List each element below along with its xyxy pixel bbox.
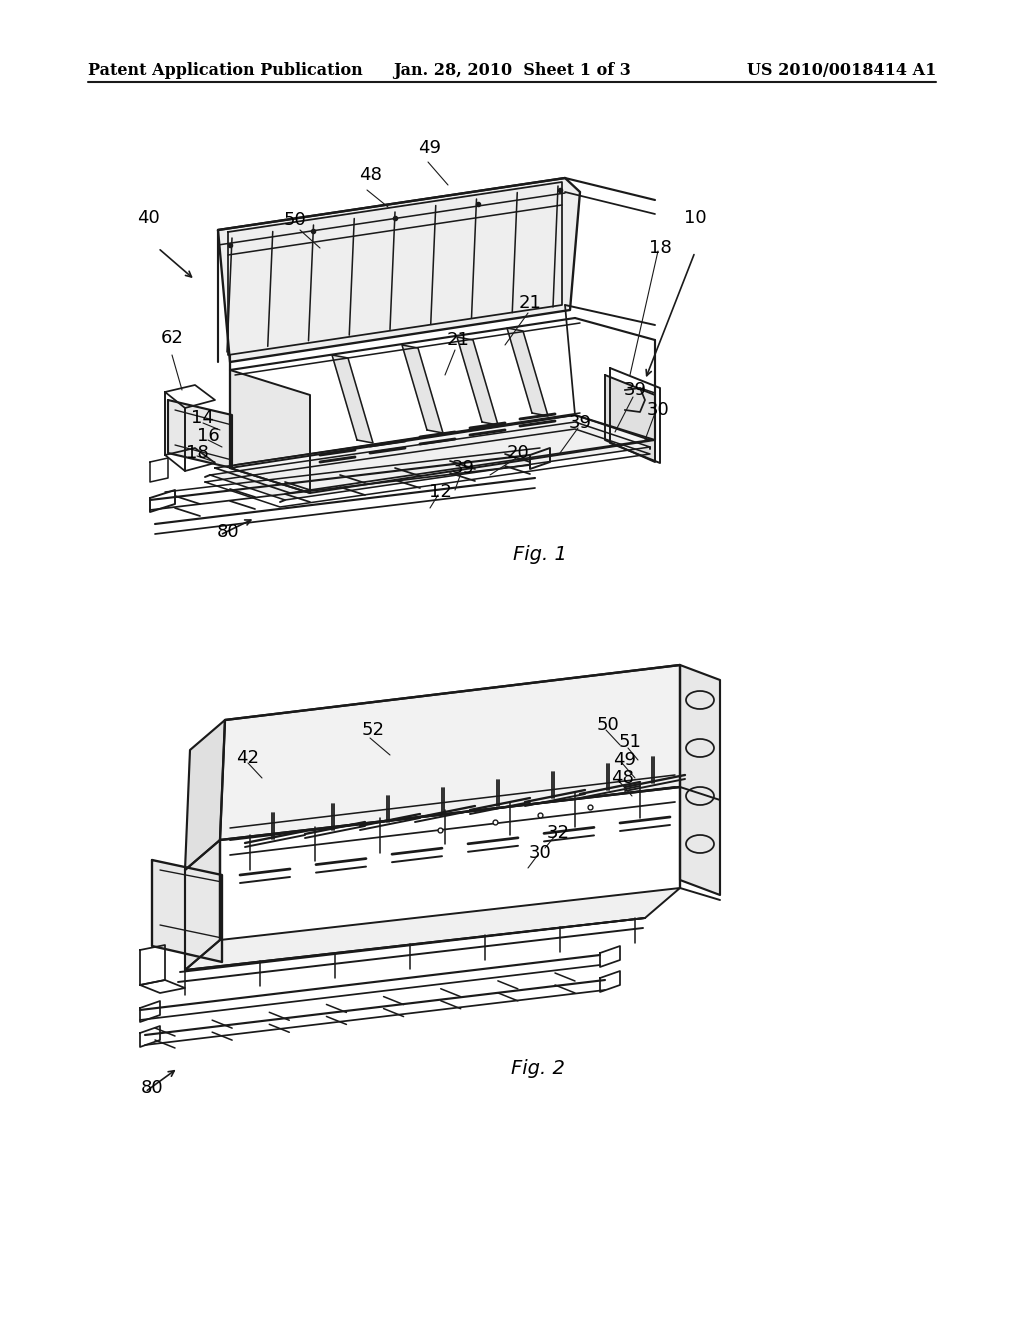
Polygon shape: [218, 178, 580, 362]
Text: 32: 32: [547, 824, 569, 842]
Polygon shape: [220, 665, 680, 840]
Text: 80: 80: [217, 523, 240, 541]
Polygon shape: [152, 861, 222, 962]
Text: 50: 50: [597, 715, 620, 734]
Text: 30: 30: [646, 401, 670, 418]
Text: Patent Application Publication: Patent Application Publication: [88, 62, 362, 79]
Text: 39: 39: [568, 414, 592, 432]
Polygon shape: [185, 840, 220, 970]
Polygon shape: [680, 665, 720, 895]
Text: Jan. 28, 2010  Sheet 1 of 3: Jan. 28, 2010 Sheet 1 of 3: [393, 62, 631, 79]
Text: 40: 40: [136, 209, 160, 227]
Text: Fig. 1: Fig. 1: [513, 545, 567, 565]
Polygon shape: [210, 422, 650, 500]
Text: 48: 48: [358, 166, 381, 183]
Text: 42: 42: [237, 748, 259, 767]
Text: 14: 14: [190, 409, 213, 426]
Polygon shape: [507, 327, 548, 416]
Text: US 2010/0018414 A1: US 2010/0018414 A1: [746, 62, 936, 79]
Text: 20: 20: [507, 444, 529, 462]
Text: 39: 39: [624, 381, 646, 399]
Text: 39: 39: [452, 459, 474, 477]
Text: 48: 48: [610, 770, 634, 787]
Text: 80: 80: [140, 1078, 163, 1097]
Text: 49: 49: [613, 751, 637, 770]
Polygon shape: [332, 355, 373, 444]
Text: 30: 30: [528, 843, 551, 862]
Polygon shape: [185, 719, 225, 870]
Polygon shape: [230, 370, 310, 492]
Polygon shape: [185, 888, 680, 970]
Text: 18: 18: [185, 444, 208, 462]
Polygon shape: [230, 414, 655, 492]
Text: 12: 12: [429, 483, 452, 502]
Text: 10: 10: [684, 209, 707, 227]
Text: 18: 18: [648, 239, 672, 257]
Polygon shape: [457, 337, 498, 425]
Text: 16: 16: [197, 426, 219, 445]
Text: 49: 49: [419, 139, 441, 157]
Polygon shape: [168, 400, 232, 469]
Text: 51: 51: [618, 733, 641, 751]
Text: Fig. 2: Fig. 2: [511, 1059, 565, 1077]
Polygon shape: [605, 375, 655, 462]
Text: 50: 50: [284, 211, 306, 228]
Polygon shape: [215, 414, 650, 492]
Text: 62: 62: [161, 329, 183, 347]
Text: 21: 21: [446, 331, 469, 348]
Text: 52: 52: [361, 721, 384, 739]
Text: 21: 21: [518, 294, 542, 312]
Polygon shape: [402, 345, 443, 433]
